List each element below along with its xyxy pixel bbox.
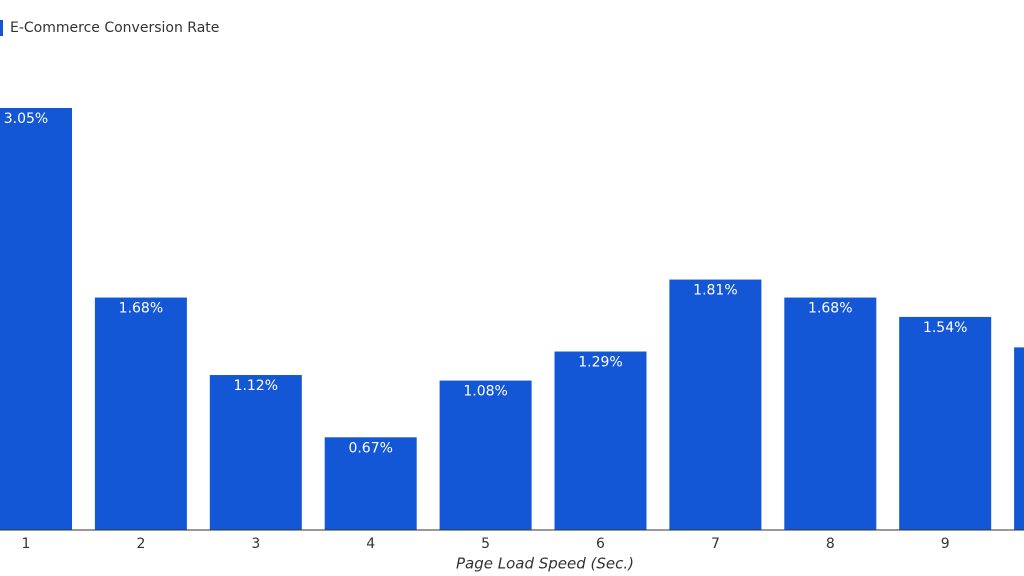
bar <box>899 316 992 530</box>
x-axis-title: Page Load Speed (Sec.) <box>456 555 634 573</box>
value-label: 1.54% <box>923 320 967 336</box>
value-label: 3.05% <box>4 111 48 127</box>
x-tick-label: 5 <box>481 536 490 552</box>
x-tick-label: 4 <box>366 536 375 552</box>
x-tick-label: 8 <box>826 536 835 552</box>
x-tick-label: 7 <box>711 536 720 552</box>
value-label: 1.68% <box>808 301 852 317</box>
bar <box>1014 347 1024 530</box>
value-label: 1.68% <box>119 301 163 317</box>
x-tick-label: 9 <box>941 536 950 552</box>
value-label: 0.67% <box>348 440 392 456</box>
bar <box>94 297 187 530</box>
value-label: 1.81% <box>693 283 737 299</box>
value-label: 1.08% <box>463 384 507 400</box>
bar <box>209 375 302 530</box>
bar <box>324 437 417 530</box>
value-label: 1.29% <box>578 355 622 371</box>
bar <box>0 108 72 530</box>
value-label: 1.12% <box>234 378 278 394</box>
bar <box>554 351 647 530</box>
x-tick-label: 2 <box>136 536 145 552</box>
x-tick-label: 6 <box>596 536 605 552</box>
x-tick-label: 1 <box>22 536 31 552</box>
legend-swatch <box>0 20 3 36</box>
bar <box>439 380 532 530</box>
x-tick-label: 3 <box>251 536 260 552</box>
bar <box>784 297 877 530</box>
legend-label: E-Commerce Conversion Rate <box>10 20 219 36</box>
bar <box>669 279 762 530</box>
